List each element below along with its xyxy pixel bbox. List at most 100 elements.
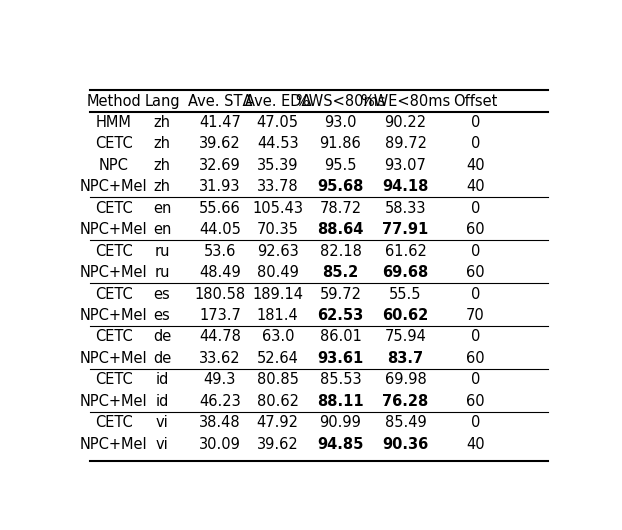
Text: 94.85: 94.85 (317, 437, 364, 452)
Text: CETC: CETC (95, 244, 132, 259)
Text: 85.49: 85.49 (384, 416, 427, 430)
Text: 82.18: 82.18 (320, 244, 361, 259)
Text: 94.18: 94.18 (383, 179, 429, 194)
Text: 55.66: 55.66 (199, 201, 241, 216)
Text: 173.7: 173.7 (199, 308, 241, 323)
Text: de: de (153, 351, 171, 366)
Text: CETC: CETC (95, 201, 132, 216)
Text: 39.62: 39.62 (257, 437, 299, 452)
Text: 86.01: 86.01 (320, 330, 361, 345)
Text: en: en (153, 201, 171, 216)
Text: CETC: CETC (95, 373, 132, 387)
Text: 47.92: 47.92 (257, 416, 299, 430)
Text: zh: zh (154, 158, 170, 173)
Text: en: en (153, 222, 171, 237)
Text: zh: zh (154, 136, 170, 151)
Text: CETC: CETC (95, 330, 132, 345)
Text: 85.53: 85.53 (320, 373, 361, 387)
Text: 55.5: 55.5 (389, 287, 422, 302)
Text: 69.98: 69.98 (384, 373, 427, 387)
Text: Method: Method (86, 94, 141, 109)
Text: 44.78: 44.78 (199, 330, 241, 345)
Text: 88.11: 88.11 (317, 394, 364, 409)
Text: CETC: CETC (95, 287, 132, 302)
Text: 46.23: 46.23 (199, 394, 241, 409)
Text: NPC+Mel: NPC+Mel (80, 179, 147, 194)
Text: id: id (156, 394, 169, 409)
Text: Offset: Offset (453, 94, 498, 109)
Text: Ave. STΔ: Ave. STΔ (188, 94, 252, 109)
Text: 39.62: 39.62 (199, 136, 241, 151)
Text: 48.49: 48.49 (199, 265, 241, 280)
Text: 62.53: 62.53 (317, 308, 364, 323)
Text: %WE<80ms: %WE<80ms (360, 94, 451, 109)
Text: 90.22: 90.22 (384, 115, 427, 130)
Text: 40: 40 (466, 158, 485, 173)
Text: HMM: HMM (96, 115, 132, 130)
Text: 91.86: 91.86 (320, 136, 361, 151)
Text: NPC+Mel: NPC+Mel (80, 394, 147, 409)
Text: zh: zh (154, 115, 170, 130)
Text: Lang: Lang (144, 94, 180, 109)
Text: 60: 60 (466, 222, 485, 237)
Text: NPC+Mel: NPC+Mel (80, 265, 147, 280)
Text: es: es (154, 287, 170, 302)
Text: NPC: NPC (99, 158, 129, 173)
Text: 105.43: 105.43 (253, 201, 304, 216)
Text: 59.72: 59.72 (320, 287, 361, 302)
Text: 0: 0 (471, 287, 480, 302)
Text: 0: 0 (471, 373, 480, 387)
Text: 80.85: 80.85 (257, 373, 299, 387)
Text: 32.69: 32.69 (199, 158, 241, 173)
Text: 30.09: 30.09 (199, 437, 241, 452)
Text: 47.05: 47.05 (257, 115, 299, 130)
Text: 80.62: 80.62 (257, 394, 299, 409)
Text: 33.78: 33.78 (257, 179, 299, 194)
Text: 38.48: 38.48 (199, 416, 241, 430)
Text: 44.53: 44.53 (257, 136, 299, 151)
Text: 31.93: 31.93 (199, 179, 241, 194)
Text: 78.72: 78.72 (320, 201, 361, 216)
Text: ru: ru (154, 265, 170, 280)
Text: 0: 0 (471, 416, 480, 430)
Text: NPC+Mel: NPC+Mel (80, 437, 147, 452)
Text: 93.61: 93.61 (317, 351, 364, 366)
Text: NPC+Mel: NPC+Mel (80, 351, 147, 366)
Text: 0: 0 (471, 201, 480, 216)
Text: 0: 0 (471, 244, 480, 259)
Text: 77.91: 77.91 (383, 222, 429, 237)
Text: 60: 60 (466, 394, 485, 409)
Text: 93.07: 93.07 (384, 158, 427, 173)
Text: 90.36: 90.36 (383, 437, 429, 452)
Text: zh: zh (154, 179, 170, 194)
Text: 0: 0 (471, 136, 480, 151)
Text: 70.35: 70.35 (257, 222, 299, 237)
Text: 75.94: 75.94 (384, 330, 427, 345)
Text: 70: 70 (466, 308, 485, 323)
Text: 49.3: 49.3 (204, 373, 236, 387)
Text: 44.05: 44.05 (199, 222, 241, 237)
Text: 89.72: 89.72 (384, 136, 427, 151)
Text: es: es (154, 308, 170, 323)
Text: vi: vi (156, 437, 169, 452)
Text: 53.6: 53.6 (204, 244, 236, 259)
Text: 80.49: 80.49 (257, 265, 299, 280)
Text: 33.62: 33.62 (199, 351, 241, 366)
Text: 181.4: 181.4 (257, 308, 299, 323)
Text: ru: ru (154, 244, 170, 259)
Text: NPC+Mel: NPC+Mel (80, 222, 147, 237)
Text: CETC: CETC (95, 416, 132, 430)
Text: 40: 40 (466, 437, 485, 452)
Text: 83.7: 83.7 (388, 351, 424, 366)
Text: 61.62: 61.62 (384, 244, 427, 259)
Text: 180.58: 180.58 (195, 287, 246, 302)
Text: 60.62: 60.62 (383, 308, 429, 323)
Text: 41.47: 41.47 (199, 115, 241, 130)
Text: 85.2: 85.2 (322, 265, 359, 280)
Text: 76.28: 76.28 (383, 394, 429, 409)
Text: 0: 0 (471, 115, 480, 130)
Text: 63.0: 63.0 (261, 330, 294, 345)
Text: %WS<80ms: %WS<80ms (295, 94, 386, 109)
Text: 92.63: 92.63 (257, 244, 299, 259)
Text: 95.68: 95.68 (317, 179, 364, 194)
